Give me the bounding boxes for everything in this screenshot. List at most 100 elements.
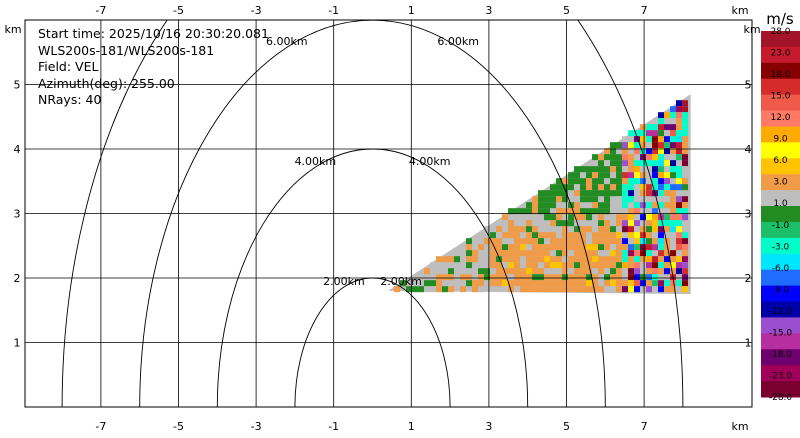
velocity-cell <box>664 166 671 173</box>
velocity-cell <box>496 268 503 275</box>
velocity-cell <box>670 112 677 119</box>
velocity-cell <box>580 232 587 239</box>
velocity-cell <box>556 286 563 293</box>
velocity-cell <box>604 226 611 233</box>
velocity-cell <box>658 250 665 257</box>
velocity-cell <box>616 166 623 173</box>
velocity-cell <box>568 208 575 215</box>
velocity-cell <box>466 262 473 269</box>
velocity-cell <box>514 244 521 251</box>
velocity-cell <box>628 172 635 179</box>
velocity-cell <box>604 166 611 173</box>
velocity-cell <box>574 250 581 257</box>
velocity-cell <box>604 262 611 269</box>
velocity-cell <box>604 160 611 167</box>
velocity-cell <box>580 226 587 233</box>
velocity-cell <box>574 166 581 173</box>
velocity-cell <box>466 268 473 275</box>
velocity-cell <box>472 238 479 245</box>
velocity-cell <box>676 166 683 173</box>
velocity-cell <box>568 256 575 263</box>
range-ring-label: 2.00km <box>380 275 422 288</box>
velocity-cell <box>640 190 647 197</box>
velocity-cell <box>652 172 659 179</box>
velocity-cell <box>574 232 581 239</box>
colorbar-segment <box>761 174 800 191</box>
velocity-cell <box>682 178 689 185</box>
velocity-cell <box>568 232 575 239</box>
velocity-cell <box>592 250 599 257</box>
velocity-cell <box>520 208 527 215</box>
velocity-cell <box>496 262 503 269</box>
velocity-cell <box>550 214 557 221</box>
velocity-cell <box>610 238 617 245</box>
velocity-cell <box>604 280 611 287</box>
velocity-cell <box>544 250 551 257</box>
velocity-cell <box>652 268 659 275</box>
colorbar-tick-label: -23.0 <box>769 371 793 381</box>
velocity-cell <box>682 256 689 263</box>
velocity-cell <box>628 214 635 221</box>
velocity-cell <box>646 286 653 293</box>
velocity-cell <box>646 220 653 227</box>
velocity-cell <box>628 148 635 155</box>
velocity-cell <box>556 178 563 185</box>
velocity-cell <box>616 154 623 161</box>
velocity-cell <box>682 160 689 167</box>
velocity-cell <box>556 184 563 191</box>
grid-lines <box>25 20 752 407</box>
velocity-cell <box>520 280 527 287</box>
velocity-cell <box>484 232 491 239</box>
velocity-cell <box>640 160 647 167</box>
velocity-cell <box>652 286 659 293</box>
velocity-cell <box>658 220 665 227</box>
velocity-cell <box>676 280 683 287</box>
velocity-cell <box>676 178 683 185</box>
velocity-cell <box>628 184 635 191</box>
velocity-cell <box>682 100 689 107</box>
velocity-cell <box>592 172 599 179</box>
velocity-cell <box>682 232 689 239</box>
velocity-cell <box>676 208 683 215</box>
velocity-cell <box>508 244 515 251</box>
velocity-cell <box>538 274 545 281</box>
colorbar-tick-label: -18.0 <box>769 350 793 360</box>
velocity-cell <box>670 262 677 269</box>
velocity-cell <box>556 244 563 251</box>
velocity-cell <box>532 196 539 203</box>
velocity-cell <box>616 256 623 263</box>
velocity-cell <box>640 154 647 161</box>
velocity-cell <box>652 208 659 215</box>
velocity-cell <box>538 238 545 245</box>
velocity-cell <box>478 274 485 281</box>
velocity-cell <box>634 166 641 173</box>
velocity-cell <box>622 154 629 161</box>
velocity-cell <box>604 220 611 227</box>
velocity-cell <box>526 238 533 245</box>
velocity-cell <box>484 268 491 275</box>
velocity-cell <box>634 196 641 203</box>
velocity-cell <box>622 136 629 143</box>
velocity-cell <box>562 226 569 233</box>
velocity-cell <box>682 136 689 143</box>
velocity-cell <box>682 250 689 257</box>
velocity-cell <box>664 256 671 263</box>
velocity-cell <box>634 220 641 227</box>
velocity-cell <box>550 184 557 191</box>
velocity-cell <box>652 136 659 143</box>
velocity-cell <box>556 274 563 281</box>
velocity-cell <box>502 268 509 275</box>
velocity-cell <box>658 226 665 233</box>
velocity-cell <box>670 208 677 215</box>
velocity-cell <box>526 250 533 257</box>
velocity-cell <box>676 112 683 119</box>
velocity-cell <box>682 268 689 275</box>
velocity-cell <box>556 214 563 221</box>
velocity-cell <box>472 268 479 275</box>
velocity-cell <box>646 256 653 263</box>
velocity-cell <box>640 148 647 155</box>
x-tick-label-top: -5 <box>173 4 184 17</box>
velocity-cell <box>604 172 611 179</box>
velocity-cell <box>616 196 623 203</box>
colorbar-segment <box>761 31 800 48</box>
